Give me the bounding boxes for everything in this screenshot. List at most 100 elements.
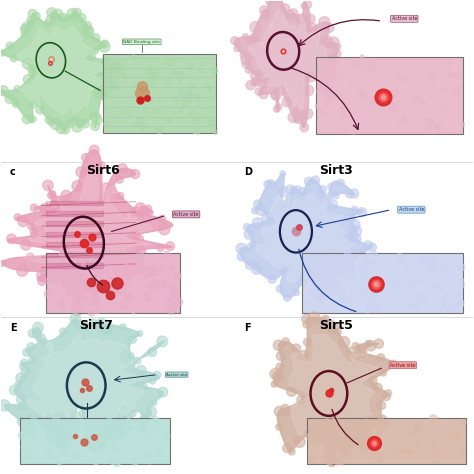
Circle shape: [391, 106, 398, 112]
Circle shape: [460, 122, 465, 127]
Circle shape: [348, 231, 358, 241]
Circle shape: [390, 360, 397, 368]
Circle shape: [156, 128, 163, 134]
Circle shape: [250, 22, 261, 33]
Circle shape: [442, 87, 446, 91]
Circle shape: [250, 240, 255, 246]
Circle shape: [127, 293, 133, 300]
Circle shape: [417, 295, 425, 303]
Circle shape: [99, 442, 106, 449]
Circle shape: [61, 248, 72, 258]
Circle shape: [342, 451, 347, 456]
Circle shape: [137, 117, 144, 124]
Circle shape: [305, 14, 315, 24]
Circle shape: [337, 179, 344, 186]
Circle shape: [307, 272, 316, 281]
Circle shape: [125, 295, 131, 301]
Circle shape: [155, 109, 160, 114]
Circle shape: [443, 267, 447, 270]
Circle shape: [116, 432, 122, 439]
Circle shape: [120, 303, 127, 310]
Circle shape: [328, 55, 338, 66]
Circle shape: [164, 78, 172, 86]
Circle shape: [18, 217, 28, 227]
Circle shape: [46, 15, 55, 24]
Circle shape: [204, 84, 210, 91]
Circle shape: [95, 270, 101, 275]
Circle shape: [262, 213, 273, 224]
Circle shape: [72, 121, 83, 132]
Circle shape: [343, 440, 348, 445]
Circle shape: [368, 304, 372, 308]
Circle shape: [268, 275, 276, 283]
Circle shape: [385, 390, 392, 397]
Circle shape: [323, 91, 334, 103]
Circle shape: [328, 82, 331, 86]
Circle shape: [78, 419, 83, 425]
Circle shape: [322, 84, 333, 95]
Circle shape: [390, 89, 393, 92]
Circle shape: [72, 289, 80, 296]
Circle shape: [419, 278, 425, 283]
Circle shape: [77, 273, 82, 277]
Circle shape: [97, 73, 104, 80]
Circle shape: [378, 415, 387, 425]
Circle shape: [82, 435, 88, 442]
Circle shape: [26, 424, 36, 434]
Circle shape: [378, 419, 387, 429]
Circle shape: [110, 446, 118, 453]
Circle shape: [127, 426, 131, 430]
Circle shape: [459, 282, 465, 288]
Circle shape: [196, 101, 201, 106]
Circle shape: [396, 254, 402, 260]
Circle shape: [18, 432, 25, 439]
Circle shape: [399, 448, 403, 453]
Circle shape: [127, 109, 133, 117]
Circle shape: [300, 123, 309, 132]
Circle shape: [36, 333, 45, 342]
Circle shape: [140, 414, 149, 422]
Circle shape: [96, 319, 107, 329]
Circle shape: [251, 78, 259, 86]
Circle shape: [59, 251, 64, 256]
Circle shape: [166, 59, 173, 66]
Circle shape: [27, 431, 33, 437]
Circle shape: [461, 419, 466, 425]
Circle shape: [368, 376, 377, 384]
Circle shape: [427, 126, 431, 130]
Text: Active site: Active site: [173, 212, 199, 217]
Circle shape: [282, 98, 292, 107]
Circle shape: [358, 90, 365, 97]
Circle shape: [106, 434, 115, 442]
Circle shape: [252, 208, 258, 214]
Circle shape: [343, 128, 347, 133]
Circle shape: [413, 428, 417, 432]
Circle shape: [102, 56, 110, 64]
Circle shape: [349, 420, 356, 427]
Circle shape: [170, 285, 177, 293]
Circle shape: [187, 91, 193, 97]
Circle shape: [93, 271, 103, 281]
Circle shape: [18, 402, 25, 409]
Circle shape: [140, 97, 145, 102]
Circle shape: [273, 375, 280, 382]
Circle shape: [360, 265, 367, 273]
Circle shape: [252, 265, 261, 274]
Circle shape: [91, 302, 95, 306]
Circle shape: [121, 109, 128, 115]
Circle shape: [65, 287, 74, 295]
Circle shape: [177, 80, 182, 84]
Circle shape: [66, 119, 75, 128]
Circle shape: [271, 182, 277, 188]
Circle shape: [246, 244, 253, 251]
Circle shape: [351, 290, 354, 293]
Circle shape: [10, 55, 17, 62]
Circle shape: [366, 252, 372, 258]
Text: F: F: [244, 323, 251, 333]
Circle shape: [76, 167, 86, 177]
Circle shape: [443, 109, 448, 114]
Circle shape: [299, 350, 309, 360]
Circle shape: [434, 449, 440, 456]
Circle shape: [392, 90, 399, 97]
Circle shape: [143, 89, 148, 95]
